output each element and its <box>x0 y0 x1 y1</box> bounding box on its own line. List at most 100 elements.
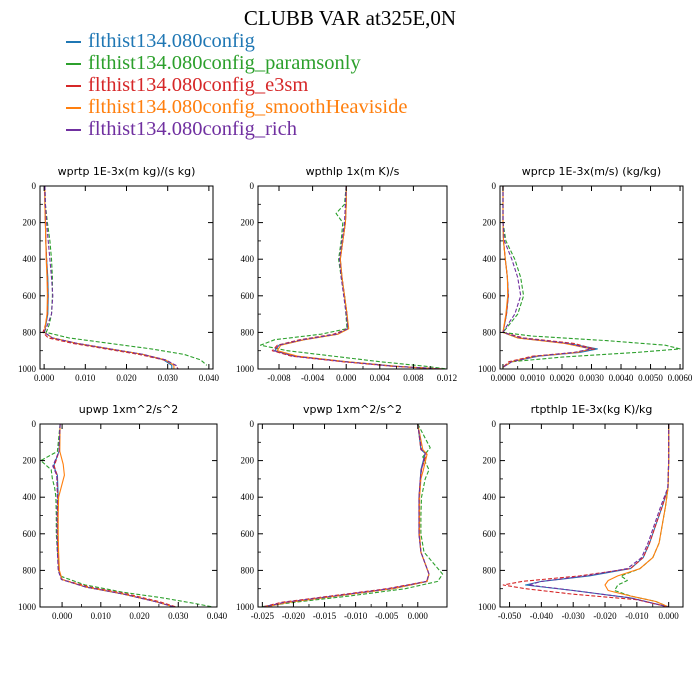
legend-swatch <box>66 41 81 43</box>
x-tick-label: 0.030 <box>168 611 189 621</box>
y-tick-label: 600 <box>483 291 497 301</box>
x-tick-label: -0.030 <box>562 611 586 621</box>
legend-label: flthist134.080config_rich <box>88 118 297 140</box>
x-tick-label: 0.012 <box>437 373 457 383</box>
plot-frame <box>39 185 214 370</box>
y-tick-label: 600 <box>23 529 37 539</box>
x-tick-label: 0.020 <box>116 373 137 383</box>
x-tick-label: 0.0030 <box>579 373 604 383</box>
y-tick-label: 400 <box>483 492 497 502</box>
series-line <box>614 424 670 607</box>
panel-title: wpthlp 1x(m K)/s <box>306 165 400 178</box>
y-tick-label: 400 <box>483 254 497 264</box>
x-tick-label: 0.000 <box>336 373 357 383</box>
x-tick-label: 0.004 <box>370 373 391 383</box>
x-tick-label: 0.0040 <box>609 373 634 383</box>
series-line <box>502 424 670 607</box>
y-tick-label: 800 <box>483 327 497 337</box>
series-line <box>604 424 670 607</box>
x-tick-label: 0.000 <box>52 611 73 621</box>
y-tick-label: 200 <box>23 218 37 228</box>
chart-panel: wprtp 1E-3x(m kg)/(s kg) 0 200 400 600 800 100… <box>18 165 220 383</box>
plot-frame <box>39 423 218 608</box>
series-line <box>273 186 443 369</box>
y-tick-label: 800 <box>23 327 37 337</box>
chart-panel: wpthlp 1x(m K)/s 0 200 400 600 800 1000 -0.008-… <box>236 165 457 383</box>
x-tick-label: -0.040 <box>530 611 554 621</box>
y-tick-label: 400 <box>23 254 37 264</box>
series-line <box>502 186 596 368</box>
x-tick-label: 0.000 <box>659 611 680 621</box>
y-tick-label: 800 <box>23 565 37 575</box>
legend-swatch <box>66 85 81 87</box>
x-tick-label: 0.0000 <box>491 373 516 383</box>
y-tick-label: 200 <box>483 456 497 466</box>
x-tick-label: 0.030 <box>158 373 179 383</box>
y-tick-label: 0 <box>492 419 497 429</box>
y-tick-label: 400 <box>241 254 255 264</box>
series-line <box>528 424 670 607</box>
x-tick-label: -0.010 <box>344 611 368 621</box>
series-line <box>265 424 430 607</box>
x-tick-label: -0.020 <box>593 611 617 621</box>
series-line <box>524 424 670 607</box>
y-tick-label: 200 <box>241 218 255 228</box>
x-tick-label: -0.010 <box>625 611 649 621</box>
panel-title: wprcp 1E-3x(m/s) (kg/kg) <box>522 165 661 178</box>
series-line <box>43 186 179 369</box>
chart-panel: wprcp 1E-3x(m/s) (kg/kg) 0 200 400 600 800 100… <box>478 165 693 383</box>
x-tick-label: -0.004 <box>301 373 325 383</box>
legend-label: flthist134.080config_paramsonly <box>88 52 361 74</box>
y-tick-label: 800 <box>483 565 497 575</box>
x-tick-label: 0.020 <box>129 611 150 621</box>
series-line <box>40 424 214 607</box>
series-line <box>274 186 443 369</box>
y-tick-label: 200 <box>483 218 497 228</box>
x-tick-label: 0.0050 <box>638 373 663 383</box>
x-tick-label: 0.0060 <box>668 373 693 383</box>
x-tick-label: -0.015 <box>313 611 337 621</box>
y-tick-label: 600 <box>241 529 255 539</box>
series-line <box>44 186 208 366</box>
legend-swatch <box>66 63 81 65</box>
x-tick-label: 0.010 <box>75 373 96 383</box>
y-tick-label: 0 <box>32 419 37 429</box>
series-line <box>502 186 681 368</box>
plot-frame <box>499 423 684 608</box>
x-tick-label: 0.010 <box>91 611 112 621</box>
x-tick-label: 0.0010 <box>520 373 545 383</box>
legend-label: flthist134.080config_e3sm <box>88 74 309 96</box>
panel-title: upwp 1xm^2/s^2 <box>79 403 179 416</box>
x-tick-label: -0.008 <box>267 373 291 383</box>
series-line <box>265 424 430 607</box>
y-tick-label: 1000 <box>478 602 497 612</box>
y-tick-label: 600 <box>241 291 255 301</box>
y-tick-label: 800 <box>241 565 255 575</box>
y-tick-label: 400 <box>23 492 37 502</box>
y-tick-label: 800 <box>241 327 255 337</box>
x-tick-label: 0.008 <box>403 373 424 383</box>
y-tick-label: 1000 <box>18 364 37 374</box>
chart-panel: vpwp 1xm^2/s^2 0 200 400 600 800 1000-0.025 -0.… <box>236 403 448 621</box>
x-tick-label: 0.040 <box>199 373 220 383</box>
y-tick-label: 1000 <box>236 602 255 612</box>
x-tick-label: 0.000 <box>34 373 55 383</box>
figure-title: CLUBB VAR at325E,0N <box>243 6 457 30</box>
series-line <box>259 424 444 607</box>
series-line <box>42 186 179 369</box>
y-tick-label: 200 <box>241 456 255 466</box>
y-tick-label: 1000 <box>236 364 255 374</box>
series-line <box>259 186 447 369</box>
y-tick-label: 0 <box>492 181 497 191</box>
y-tick-label: 0 <box>250 181 255 191</box>
series-line <box>52 424 175 607</box>
legend-swatch <box>66 107 81 109</box>
series-line <box>53 424 177 607</box>
panel-title: vpwp 1xm^2/s^2 <box>303 403 402 416</box>
series-line <box>263 424 430 607</box>
chart-panel: rtpthlp 1E-3x(kg K)/kg02004006008001000-… <box>478 403 684 621</box>
legend-label: flthist134.080config <box>88 30 255 52</box>
series-line <box>53 424 175 607</box>
panel-title: wprtp 1E-3x(m kg)/(s kg) <box>58 165 196 178</box>
x-tick-label: 0.0020 <box>550 373 575 383</box>
